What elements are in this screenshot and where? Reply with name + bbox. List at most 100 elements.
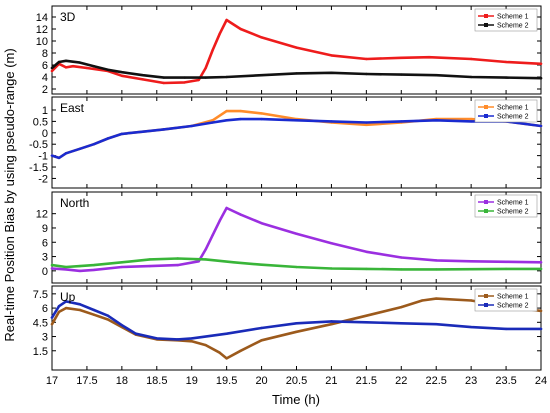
data-point-north-scheme-1 [64, 268, 68, 271]
data-point-3d-scheme-2 [162, 76, 165, 79]
series-line-east-scheme-2 [50, 117, 543, 160]
data-point-east-scheme-1 [239, 109, 242, 113]
legend-marker [484, 114, 488, 118]
data-point-east-scheme-2 [50, 154, 54, 157]
data-point-3d-scheme-1 [64, 66, 68, 69]
panel-up: 1.5 3 4.5 6 7.5 17 17.5 18 18.5 19 19.5 20 20.5 21 21.… [33, 285, 547, 387]
data-point-up-scheme-1 [218, 351, 221, 354]
data-point-north-scheme-2 [78, 264, 82, 268]
data-point-east-scheme-2 [435, 119, 438, 122]
data-point-north-scheme-1 [260, 222, 263, 225]
data-point-up-scheme-2 [50, 316, 54, 319]
data-point-up-scheme-1 [190, 340, 193, 343]
legend-entry: Scheme 2 [497, 23, 529, 30]
data-point-3d-scheme-1 [400, 56, 403, 59]
data-point-3d-scheme-1 [239, 27, 242, 31]
data-point-3d-scheme-1 [295, 46, 298, 49]
data-point-east-scheme-2 [106, 137, 110, 140]
data-point-east-scheme-2 [365, 121, 368, 124]
data-point-up-scheme-1 [57, 310, 61, 314]
data-point-up-scheme-1 [330, 323, 333, 326]
data-point-up-scheme-1 [78, 308, 82, 312]
data-point-up-scheme-1 [539, 309, 543, 313]
data-point-north-scheme-2 [176, 257, 179, 260]
data-point-north-scheme-1 [469, 260, 473, 263]
y-tick-label: 4.5 [33, 317, 48, 329]
data-point-3d-scheme-2 [225, 75, 228, 79]
data-point-up-scheme-1 [64, 306, 68, 310]
x-tick-label: 23.5 [495, 375, 516, 387]
data-point-east-scheme-2 [120, 132, 124, 136]
data-point-up-scheme-2 [435, 323, 438, 326]
data-point-3d-scheme-1 [197, 78, 200, 82]
data-point-3d-scheme-2 [204, 76, 207, 79]
data-point-east-scheme-2 [162, 128, 165, 131]
plot-frame [51, 96, 542, 189]
x-tick-label: 17.5 [76, 375, 97, 387]
y-tick-label: 14 [36, 12, 48, 24]
data-point-3d-scheme-2 [400, 73, 403, 76]
data-point-north-scheme-2 [148, 258, 151, 261]
data-point-up-scheme-2 [504, 327, 508, 331]
data-point-up-scheme-2 [365, 321, 368, 324]
y-tick-label: 1.5 [33, 346, 48, 358]
data-point-up-scheme-2 [57, 304, 61, 308]
panel-title: Up [60, 290, 76, 304]
x-tick-label: 21.5 [356, 375, 377, 387]
panel-north: 0 3 6 9 12 North Scheme 1 Scheme 2 [36, 191, 543, 284]
data-point-3d-scheme-2 [106, 68, 110, 72]
legend-entry: Scheme 1 [497, 294, 529, 301]
data-point-3d-scheme-2 [295, 72, 298, 75]
data-point-north-scheme-1 [204, 248, 207, 251]
data-point-up-scheme-1 [365, 314, 368, 317]
y-tick-label: 3 [42, 332, 48, 344]
data-point-up-scheme-1 [421, 299, 424, 302]
y-tick-label: -1 [38, 151, 48, 163]
data-point-east-scheme-2 [295, 119, 298, 122]
data-point-up-scheme-2 [134, 332, 138, 335]
data-point-3d-scheme-1 [85, 66, 89, 70]
data-point-east-scheme-2 [469, 120, 473, 123]
data-point-up-scheme-1 [204, 343, 207, 347]
data-point-north-scheme-2 [539, 267, 543, 271]
x-axis-label: Time (h) [272, 392, 320, 407]
data-point-3d-scheme-2 [330, 71, 333, 75]
y-tick-label: 12 [36, 24, 48, 36]
x-tick-label: 18 [116, 375, 128, 387]
data-point-3d-scheme-1 [218, 32, 221, 35]
x-tick-label: 18.5 [146, 375, 167, 387]
data-point-east-scheme-2 [211, 121, 214, 124]
y-tick-label: 4 [42, 72, 48, 84]
y-tick-label: 0.5 [33, 116, 48, 128]
data-point-north-scheme-2 [469, 267, 473, 271]
data-point-north-scheme-2 [435, 268, 438, 271]
data-point-north-scheme-1 [92, 268, 96, 272]
y-tick-label: 1 [42, 105, 48, 117]
data-point-3d-scheme-2 [365, 72, 368, 76]
data-point-up-scheme-1 [295, 330, 298, 333]
data-point-north-scheme-1 [211, 233, 214, 237]
data-point-north-scheme-1 [78, 269, 82, 273]
data-point-east-scheme-1 [211, 119, 214, 122]
data-point-up-scheme-1 [260, 339, 263, 342]
x-tick-label: 20.5 [286, 375, 307, 387]
data-point-east-scheme-2 [141, 130, 145, 133]
y-tick-label: 2 [42, 84, 48, 96]
data-point-3d-scheme-1 [50, 69, 54, 73]
series-line-up-scheme-2 [50, 300, 543, 341]
legend-entry: Scheme 2 [497, 114, 529, 121]
data-point-3d-scheme-1 [141, 78, 145, 81]
data-point-north-scheme-1 [330, 242, 333, 245]
data-point-north-scheme-1 [365, 250, 368, 253]
data-point-3d-scheme-2 [435, 74, 438, 77]
legend-marker [484, 294, 488, 298]
data-point-north-scheme-1 [435, 259, 438, 262]
data-point-east-scheme-2 [225, 119, 228, 122]
x-tick-label: 22.5 [426, 375, 447, 387]
data-point-up-scheme-1 [50, 323, 54, 326]
data-point-3d-scheme-1 [71, 65, 75, 68]
plot-frame [51, 5, 542, 95]
legend-entry: Scheme 1 [497, 105, 529, 112]
